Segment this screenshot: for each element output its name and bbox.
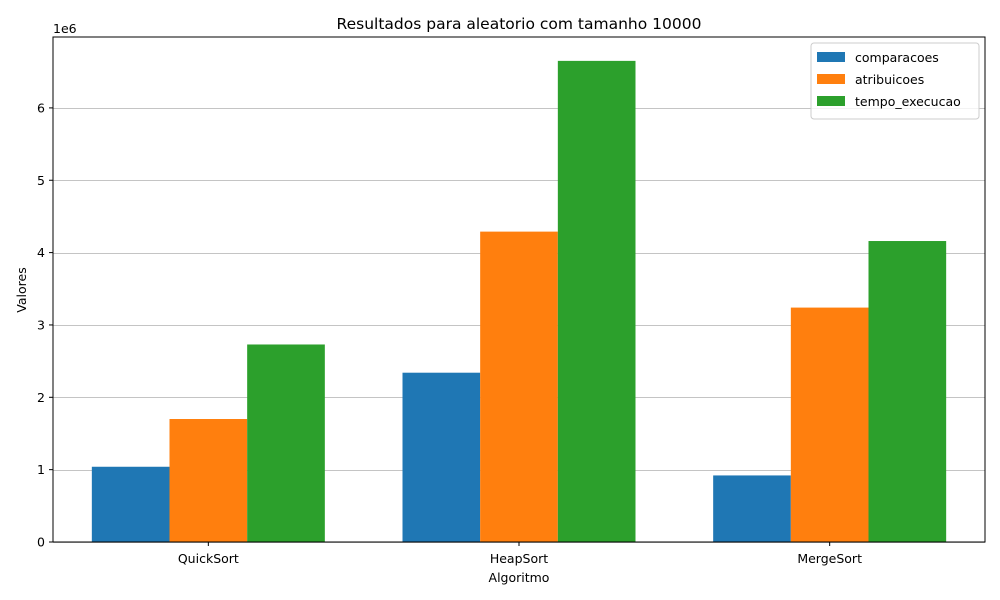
y-tick-label: 4 (37, 245, 45, 260)
y-tick-label: 6 (37, 100, 45, 115)
y-tick-label: 3 (37, 317, 45, 332)
y-tick-label: 0 (37, 535, 45, 550)
chart-title: Resultados para aleatorio com tamanho 10… (337, 15, 702, 33)
bar-atribuicoes-MergeSort (790, 307, 869, 542)
x-axis-label: Algoritmo (489, 570, 550, 585)
y-axis-ticks: 0 1 2 3 4 5 6 (37, 100, 53, 550)
legend-swatch-tempo_execucao (817, 96, 845, 106)
legend-swatch-atribuicoes (817, 74, 845, 84)
bar-comparacoes-MergeSort (713, 475, 791, 542)
y-offset-label: 1e6 (53, 21, 77, 36)
y-axis-label: Valores (14, 267, 29, 312)
x-tick-label: HeapSort (490, 551, 548, 566)
bar-atribuicoes-HeapSort (480, 231, 558, 542)
x-tick-label: MergeSort (797, 551, 862, 566)
y-tick-label: 5 (37, 173, 45, 188)
x-axis-ticks: QuickSort HeapSort MergeSort (178, 542, 862, 566)
bar-tempo_execucao-QuickSort (247, 344, 325, 542)
y-tick-label: 1 (37, 462, 45, 477)
y-tick-label: 2 (37, 390, 45, 405)
bar-atribuicoes-QuickSort (169, 419, 248, 542)
x-tick-label: QuickSort (178, 551, 239, 566)
legend-box (810, 42, 980, 120)
bar-comparacoes-QuickSort (91, 466, 170, 542)
bar-tempo_execucao-HeapSort (557, 60, 636, 542)
legend: comparacoes atribuicoes tempo_execucao (810, 42, 980, 120)
legend-label-tempo_execucao: tempo_execucao (855, 94, 961, 109)
bar-tempo_execucao-MergeSort (868, 241, 947, 542)
legend-label-atribuicoes: atribuicoes (855, 72, 924, 87)
bars (91, 60, 947, 542)
legend-swatch-comparacoes (817, 52, 845, 62)
bar-comparacoes-HeapSort (402, 372, 481, 542)
legend-label-comparacoes: comparacoes (855, 50, 939, 65)
